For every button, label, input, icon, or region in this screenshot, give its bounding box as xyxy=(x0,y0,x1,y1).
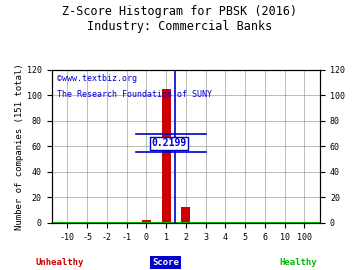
Y-axis label: Number of companies (151 total): Number of companies (151 total) xyxy=(15,63,24,230)
Text: Z-Score Histogram for PBSK (2016)
Industry: Commercial Banks: Z-Score Histogram for PBSK (2016) Indust… xyxy=(62,5,298,33)
Bar xyxy=(142,220,151,223)
Text: Unhealthy: Unhealthy xyxy=(36,258,84,267)
Bar xyxy=(181,207,190,223)
Text: 0.2199: 0.2199 xyxy=(151,138,186,148)
Text: Healthy: Healthy xyxy=(279,258,317,267)
Text: ©www.textbiz.org: ©www.textbiz.org xyxy=(57,74,137,83)
Text: The Research Foundation of SUNY: The Research Foundation of SUNY xyxy=(57,90,212,99)
Text: Score: Score xyxy=(152,258,179,267)
Bar xyxy=(162,89,171,223)
